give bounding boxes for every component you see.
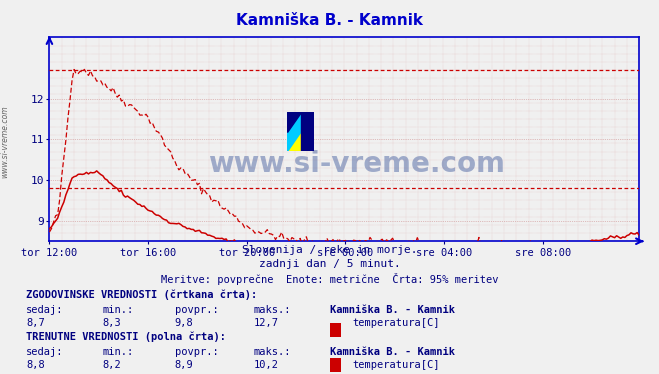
Text: sedaj:: sedaj: <box>26 305 64 315</box>
Text: min.:: min.: <box>102 305 133 315</box>
Text: www.si-vreme.com: www.si-vreme.com <box>208 150 505 178</box>
Text: maks.:: maks.: <box>254 305 291 315</box>
Text: Slovenija / reke in morje.: Slovenija / reke in morje. <box>242 245 417 255</box>
Polygon shape <box>287 112 314 151</box>
Text: 9,8: 9,8 <box>175 318 193 328</box>
Text: 8,7: 8,7 <box>26 318 45 328</box>
Text: temperatura[C]: temperatura[C] <box>353 318 440 328</box>
Text: ZGODOVINSKE VREDNOSTI (črtkana črta):: ZGODOVINSKE VREDNOSTI (črtkana črta): <box>26 290 258 300</box>
Text: Kamniška B. - Kamnik: Kamniška B. - Kamnik <box>236 13 423 28</box>
Text: temperatura[C]: temperatura[C] <box>353 360 440 370</box>
Text: Kamniška B. - Kamnik: Kamniška B. - Kamnik <box>330 347 455 357</box>
Text: Meritve: povprečne  Enote: metrične  Črta: 95% meritev: Meritve: povprečne Enote: metrične Črta:… <box>161 273 498 285</box>
Text: 12,7: 12,7 <box>254 318 279 328</box>
Polygon shape <box>287 112 301 132</box>
Text: maks.:: maks.: <box>254 347 291 357</box>
Text: Kamniška B. - Kamnik: Kamniška B. - Kamnik <box>330 305 455 315</box>
Text: 10,2: 10,2 <box>254 360 279 370</box>
Text: min.:: min.: <box>102 347 133 357</box>
Text: povpr.:: povpr.: <box>175 305 218 315</box>
Text: TRENUTNE VREDNOSTI (polna črta):: TRENUTNE VREDNOSTI (polna črta): <box>26 332 226 342</box>
Text: 8,2: 8,2 <box>102 360 121 370</box>
Text: povpr.:: povpr.: <box>175 347 218 357</box>
Text: 8,3: 8,3 <box>102 318 121 328</box>
Text: 8,8: 8,8 <box>26 360 45 370</box>
Polygon shape <box>287 112 314 151</box>
Text: sedaj:: sedaj: <box>26 347 64 357</box>
Text: www.si-vreme.com: www.si-vreme.com <box>1 106 10 178</box>
Text: 8,9: 8,9 <box>175 360 193 370</box>
Polygon shape <box>301 112 314 151</box>
Text: zadnji dan / 5 minut.: zadnji dan / 5 minut. <box>258 259 401 269</box>
